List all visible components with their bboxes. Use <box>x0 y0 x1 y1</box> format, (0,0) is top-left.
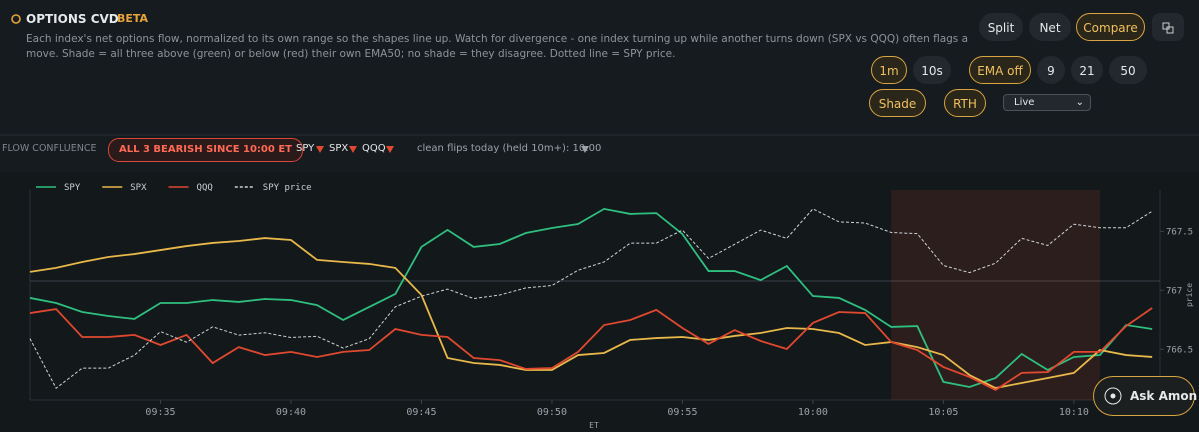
option-button[interactable]: RTH <box>944 89 986 117</box>
popout-button[interactable] <box>1152 13 1184 41</box>
legend-label: QQQ <box>197 183 213 193</box>
x-tick-label: 10:05 <box>928 407 958 418</box>
badge: BETA <box>117 12 149 25</box>
ticker: QQQ <box>362 143 386 154</box>
y2-tick-label: 767 <box>1166 286 1182 296</box>
ema-button[interactable]: 21 <box>1071 56 1103 84</box>
ask-label: Ask Amon <box>1130 389 1198 403</box>
x-tick-label: 09:40 <box>276 407 306 418</box>
select-value: Live <box>1014 97 1035 108</box>
series-line <box>29 208 1153 389</box>
y2-tick-label: 766.5 <box>1166 345 1193 355</box>
view-button[interactable]: Compare <box>1076 13 1145 41</box>
view-button[interactable]: Split <box>979 13 1023 41</box>
x-axis-label: ET <box>589 421 599 430</box>
legend-label: SPY price <box>263 183 312 193</box>
x-tick-label: 09:50 <box>537 407 567 418</box>
chevron: ⌄ <box>1075 97 1084 108</box>
legend-label: SPX <box>130 183 147 193</box>
logo-dot <box>11 14 21 24</box>
ema-button[interactable]: 50 <box>1109 56 1147 84</box>
y2-tick-label: 767.5 <box>1166 227 1193 237</box>
title: OPTIONS CVD <box>26 12 119 26</box>
description: Each index's net options flow, normalize… <box>26 33 969 45</box>
series-line <box>29 237 1153 389</box>
x-tick-label: 10:10 <box>1059 407 1089 418</box>
bearish-arrows <box>316 146 394 153</box>
series-line <box>29 307 1153 391</box>
interval-button[interactable]: 1m <box>871 56 907 84</box>
x-tick-label: 09:55 <box>667 407 697 418</box>
flips-arrow <box>581 146 589 153</box>
ema-button[interactable]: 9 <box>1037 56 1065 84</box>
legend-label: SPY <box>64 183 81 193</box>
interval-button[interactable]: 10s <box>913 56 951 84</box>
x-tick-label: 10:00 <box>798 407 828 418</box>
x-tick-label: 09:35 <box>145 407 175 418</box>
y2-axis-label: price <box>1185 283 1194 307</box>
ticker: SPY <box>296 143 315 154</box>
option-button[interactable]: Shade <box>869 89 926 117</box>
shade-region <box>891 190 1100 400</box>
ticker: SPX <box>329 143 349 154</box>
view-button[interactable]: Net <box>1029 13 1071 41</box>
mode-select[interactable]: Live ⌄ <box>1003 94 1091 111</box>
description: move. Shade = all three above (green) or… <box>26 48 676 60</box>
confluence-label: FLOW CONFLUENCE <box>2 143 97 154</box>
icon <box>1162 22 1174 34</box>
confluence-status: ALL 3 BEARISH SINCE 10:00 ET <box>108 138 303 162</box>
flips: clean flips today (held 10m+): 10:00 <box>417 143 602 154</box>
ema-button[interactable]: EMA off <box>969 56 1031 84</box>
ask-button[interactable]: Ask Amon <box>1093 376 1198 416</box>
series-line <box>29 207 1153 388</box>
x-tick-label: 09:45 <box>406 407 436 418</box>
ask-icon <box>1104 387 1122 405</box>
